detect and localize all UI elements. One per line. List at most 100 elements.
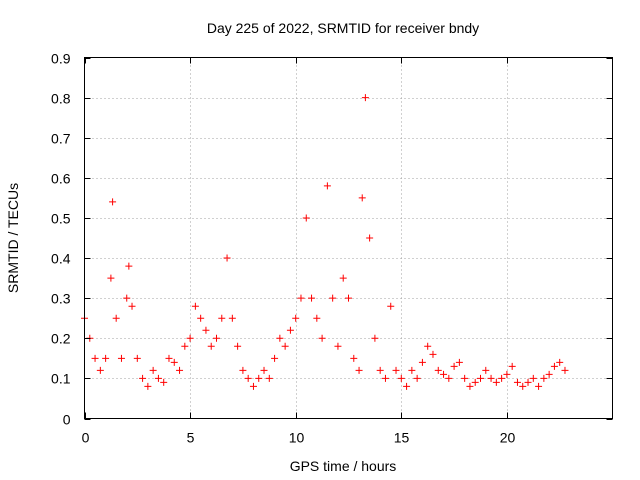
data-point (160, 378, 168, 386)
data-point (112, 314, 120, 322)
data-point (434, 366, 442, 374)
data-point (466, 382, 474, 390)
y-tick-label: 0.8 (51, 91, 71, 107)
data-point (165, 354, 173, 362)
data-point (498, 374, 506, 382)
data-point (207, 342, 215, 350)
data-point (418, 358, 426, 366)
data-point (492, 378, 500, 386)
data-point (239, 366, 247, 374)
data-point (508, 362, 516, 370)
data-point (371, 334, 379, 342)
data-point (149, 366, 157, 374)
data-point (133, 354, 141, 362)
data-point (191, 302, 199, 310)
data-point (513, 378, 521, 386)
data-point (128, 302, 136, 310)
data-point (281, 342, 289, 350)
data-point (477, 374, 484, 382)
data-point (286, 326, 294, 334)
data-point (429, 350, 437, 358)
y-tick-label: 0.6 (51, 171, 71, 187)
data-point (139, 374, 147, 382)
data-point (450, 362, 458, 370)
y-tick-label: 0.9 (51, 51, 71, 67)
data-point (381, 374, 389, 382)
y-axis-label: SRMTID / TECUs (5, 183, 21, 293)
data-point (109, 198, 117, 206)
data-point (392, 366, 400, 374)
data-point (350, 354, 358, 362)
data-point (445, 374, 453, 382)
data-point (297, 294, 305, 302)
data-point (96, 366, 104, 374)
data-point (117, 354, 125, 362)
data-point (228, 314, 236, 322)
data-point (376, 366, 384, 374)
data-point (440, 370, 448, 378)
data-point (91, 354, 99, 362)
data-point (358, 194, 366, 202)
data-point (545, 370, 553, 378)
data-point (308, 294, 316, 302)
data-point (540, 374, 548, 382)
data-point (176, 366, 184, 374)
data-point (249, 382, 257, 390)
data-point (345, 294, 352, 302)
data-point (234, 342, 242, 350)
data-point (255, 374, 263, 382)
data-point (102, 354, 110, 362)
data-point (323, 182, 331, 190)
data-point (550, 362, 558, 370)
data-point (223, 254, 231, 262)
data-point (302, 214, 310, 222)
data-point (482, 366, 490, 374)
data-point (408, 366, 416, 374)
y-tick-label: 0.3 (51, 291, 71, 307)
data-point (313, 314, 321, 322)
data-point (471, 378, 479, 386)
y-tick-label: 0.5 (51, 211, 71, 227)
axis-ticks: 0 0.1 0.2 0.3 0.4 0.5 0.6 0.7 0.8 0.9 0 5 10 15 20 (51, 51, 613, 446)
data-point (292, 314, 300, 322)
data-point (366, 234, 374, 242)
grid-lines (84, 57, 613, 419)
data-point (202, 326, 210, 334)
plot-frame (84, 57, 613, 419)
data-point (455, 358, 463, 366)
x-tick-label: 10 (289, 430, 305, 446)
data-point (170, 358, 178, 366)
data-point (387, 302, 395, 310)
y-tick-label: 0.1 (51, 371, 71, 387)
y-tick-label: 0.4 (51, 251, 71, 267)
data-point (556, 358, 564, 366)
data-point (213, 334, 220, 342)
y-tick-label: 0.7 (51, 131, 71, 147)
data-point (519, 382, 527, 390)
data-point (244, 374, 252, 382)
data-point (181, 342, 189, 350)
data-point (461, 374, 469, 382)
data-point (334, 342, 342, 350)
data-point (107, 274, 115, 282)
data-point (487, 374, 495, 382)
data-point (403, 382, 411, 390)
data-point (276, 334, 284, 342)
x-tick-label: 20 (500, 430, 516, 446)
y-tick-label: 0 (63, 412, 71, 428)
chart-title: Day 225 of 2022, SRMTID for receiver bnd… (207, 20, 479, 36)
data-point (186, 334, 194, 342)
data-point (318, 334, 326, 342)
data-point (260, 366, 268, 374)
x-tick-label: 0 (82, 430, 90, 446)
data-point (197, 314, 205, 322)
data-point (413, 374, 421, 382)
data-point (339, 274, 347, 282)
data-point (397, 374, 405, 382)
x-tick-label: 5 (187, 430, 195, 446)
y-tick-label: 0.2 (51, 331, 71, 347)
data-point (535, 382, 543, 390)
data-point (144, 382, 152, 390)
data-point (503, 370, 511, 378)
